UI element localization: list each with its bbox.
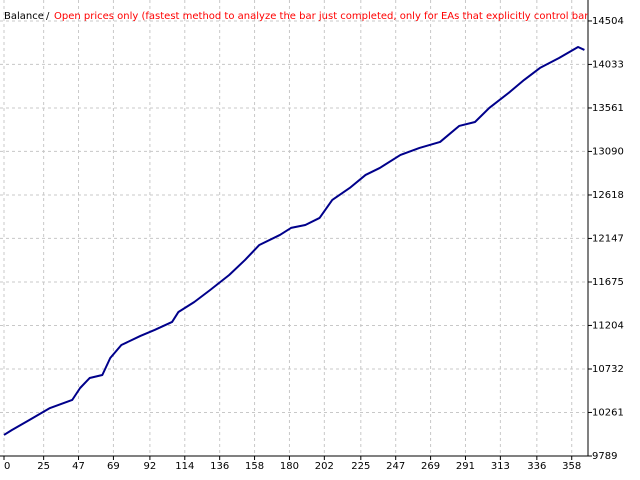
y-tick-label: 10732 — [592, 364, 624, 375]
balance-line — [3, 45, 585, 436]
y-tick-label: 13090 — [592, 146, 624, 157]
x-tick-label: 158 — [245, 461, 264, 472]
header: Balance / Open prices only (fastest meth… — [4, 11, 636, 22]
y-tick-label: 12147 — [592, 233, 624, 244]
y-tick-label: 9789 — [592, 451, 617, 462]
x-tick-label: 114 — [175, 461, 194, 472]
x-tick-label: 136 — [210, 461, 229, 472]
y-tick-label: 12618 — [592, 190, 624, 201]
x-tick-label: 47 — [72, 461, 85, 472]
x-tick-label: 92 — [144, 461, 157, 472]
x-tick-label: 269 — [421, 461, 440, 472]
x-tick-label: 180 — [280, 461, 299, 472]
x-tick-label: 69 — [107, 461, 120, 472]
x-tick-label: 25 — [37, 461, 50, 472]
chart-subtitle: Open prices only (fastest method to anal… — [54, 11, 636, 22]
y-tick-label: 11675 — [592, 277, 624, 288]
y-tick-label: 14504 — [592, 16, 624, 27]
plot-area — [3, 45, 585, 436]
y-tick-label: 11204 — [592, 320, 624, 331]
separator: / — [46, 11, 50, 22]
x-tick-label: 336 — [527, 461, 546, 472]
x-tick-label: 291 — [456, 461, 475, 472]
x-tick-label: 0 — [4, 461, 10, 472]
x-tick-label: 313 — [491, 461, 510, 472]
chart-title: Balance — [4, 11, 44, 22]
x-tick-label: 225 — [351, 461, 370, 472]
y-tick-label: 13561 — [592, 103, 624, 114]
y-tick-label: 14033 — [592, 59, 624, 70]
x-tick-label: 358 — [562, 461, 581, 472]
x-tick-label: 202 — [315, 461, 334, 472]
y-tick-label: 10261 — [592, 407, 624, 418]
x-tick-label: 247 — [386, 461, 405, 472]
